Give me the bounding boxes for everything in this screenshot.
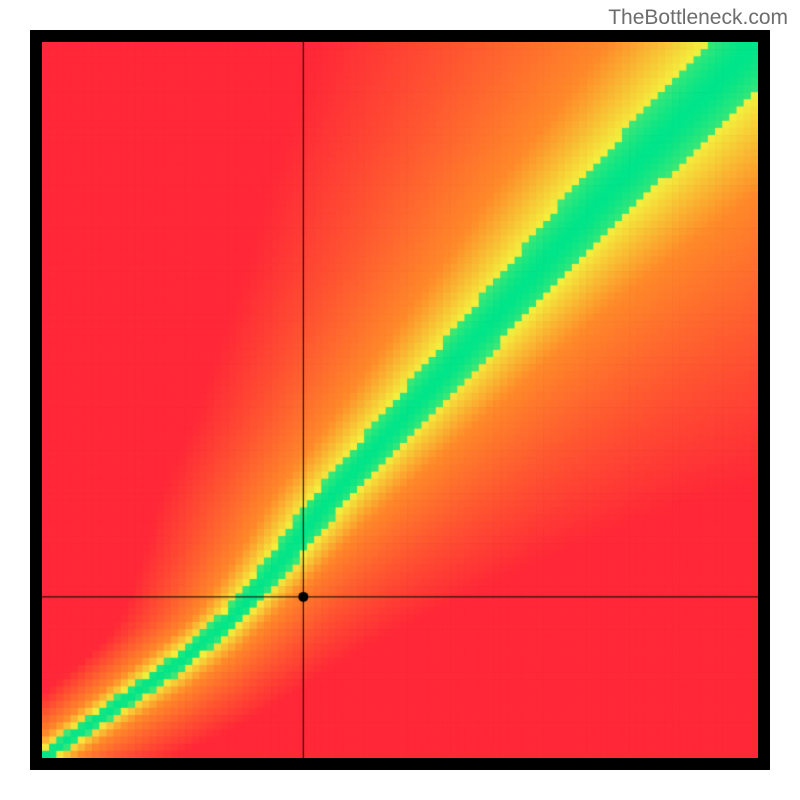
heatmap-plot <box>42 42 758 758</box>
chart-frame <box>30 30 770 770</box>
watermark-text: TheBottleneck.com <box>608 6 788 30</box>
